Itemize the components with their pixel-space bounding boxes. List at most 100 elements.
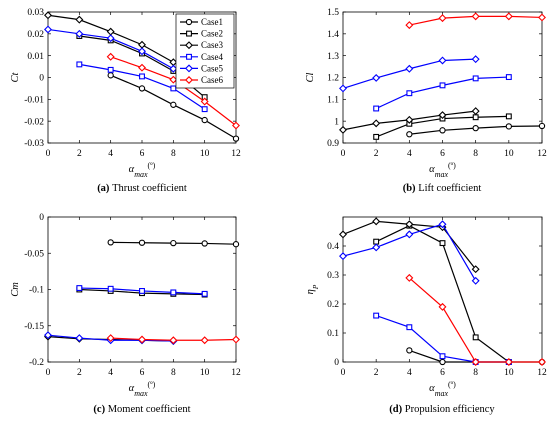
data-point [406, 131, 413, 138]
series-line [375, 76, 509, 110]
x-axis-label-unit: (º) [448, 161, 456, 170]
data-point [538, 358, 546, 366]
data-point [405, 230, 414, 239]
y-tick-label: 0.2 [327, 300, 339, 310]
panel-caption-text: Propulsion efficiency [405, 404, 496, 415]
data-point [339, 230, 347, 239]
y-tick-label: 0 [39, 74, 44, 84]
data-point [138, 40, 146, 49]
x-tick-label: 4 [407, 368, 412, 378]
y-axis-label-sub: P [311, 284, 320, 290]
panel-caption-text: Lift coefficient [418, 183, 481, 194]
x-tick-label: 0 [46, 149, 51, 159]
data-point [139, 73, 145, 80]
x-tick-label: 6 [140, 149, 145, 159]
data-point [439, 353, 446, 360]
series-line [342, 58, 476, 89]
legend-entry: Case5 [201, 63, 223, 73]
data-point [170, 101, 177, 108]
x-axis-label: αmax(º) [129, 161, 156, 179]
x-tick-label: 4 [108, 149, 113, 159]
x-tick-label: 2 [77, 368, 82, 378]
x-tick-label: 8 [171, 368, 176, 378]
x-tick-label: 4 [108, 368, 113, 378]
y-tick-label: 0.1 [327, 329, 339, 339]
data-point [75, 334, 84, 343]
y-axis-label: Ct [10, 71, 21, 82]
chart-panel-2: 0 2 4 6 8 10 12 0.9 1 1.1 1.2 1.3 1.4 1.5 Cl αmax(º) (b)… [305, 8, 547, 194]
data-point [169, 75, 178, 84]
data-point [405, 220, 414, 229]
data-point [170, 289, 177, 296]
panel-letter: (b) [403, 183, 418, 194]
series-case6 [106, 334, 240, 345]
chart-panel-3: 0 2 4 6 8 10 12 -0.2 -0.15 -0.1 -0.05 0 Cm αmax(º) (c)… [10, 213, 241, 415]
data-point [75, 15, 84, 24]
x-tick-label: 10 [200, 149, 210, 159]
x-axis-label: αmax(º) [429, 161, 456, 179]
data-point [471, 12, 480, 21]
legend-marker [185, 18, 193, 26]
y-tick-label: -0.05 [24, 249, 44, 259]
data-point [75, 29, 84, 38]
y-tick-label: 0 [39, 213, 44, 223]
data-point [373, 105, 380, 112]
legend-box [175, 13, 235, 89]
legend-marker [185, 76, 193, 84]
x-tick-label: 2 [374, 149, 379, 159]
y-tick-label: 0.4 [327, 242, 339, 252]
x-tick-label: 8 [171, 149, 176, 159]
data-point [405, 21, 414, 30]
x-tick-label: 12 [537, 368, 547, 378]
data-point [504, 358, 513, 366]
x-tick-label: 12 [231, 149, 241, 159]
x-axis-label-unit: (º) [148, 161, 156, 170]
legend-entry: Case6 [201, 75, 223, 85]
data-point [44, 11, 52, 20]
data-point [372, 119, 381, 128]
y-axis-label: Cl [305, 72, 316, 82]
data-point [504, 12, 513, 21]
data-point [472, 334, 479, 341]
panel-letter: (c) [93, 404, 107, 415]
y-tick-label: -0.2 [29, 358, 44, 368]
data-point [471, 55, 480, 64]
x-axis-label-sub: max [435, 170, 449, 179]
x-tick-label: 10 [200, 368, 210, 378]
x-tick-label: 6 [440, 368, 445, 378]
x-tick-label: 12 [231, 368, 241, 378]
series-case4 [373, 312, 512, 365]
panel-caption: (d) Propulsion efficiency [389, 404, 495, 415]
data-point [138, 63, 146, 72]
series-case5 [339, 220, 480, 285]
legend-entry: Case1 [201, 17, 223, 27]
data-point [538, 122, 546, 130]
y-tick-label: 1.4 [327, 30, 339, 40]
data-point [170, 85, 177, 92]
data-point [201, 116, 208, 124]
x-tick-label: 8 [473, 368, 478, 378]
data-point [372, 73, 381, 82]
legend-entry: Case3 [201, 40, 223, 50]
series-case5 [44, 25, 178, 73]
series-case4 [76, 285, 208, 297]
data-point [232, 121, 240, 130]
y-axis-label: ηP [305, 284, 320, 294]
data-point [44, 25, 52, 34]
data-point [106, 52, 115, 61]
data-point [339, 84, 347, 93]
data-point [201, 240, 208, 247]
y-tick-label: -0.03 [24, 139, 44, 149]
series-line [408, 277, 542, 363]
x-axis-label: αmax(º) [129, 380, 156, 398]
data-point [232, 241, 240, 248]
y-tick-label: -0.15 [24, 322, 44, 332]
y-tick-label: -0.1 [29, 286, 44, 296]
series-case3 [339, 107, 480, 134]
x-axis-label-unit: (º) [448, 380, 456, 389]
y-tick-label: 0.3 [327, 271, 339, 281]
data-point [232, 135, 240, 142]
panel-caption-text: Thrust coefficient [112, 183, 187, 194]
series-case5 [339, 55, 480, 93]
data-point [169, 64, 178, 73]
